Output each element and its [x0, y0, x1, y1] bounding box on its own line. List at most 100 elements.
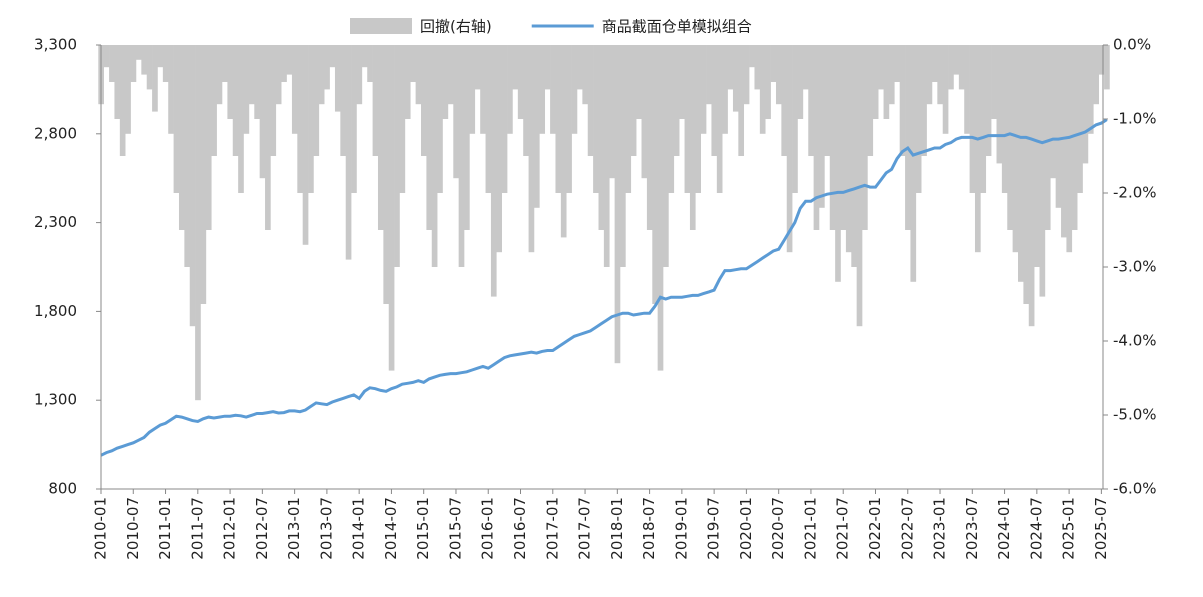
x-tick-label: 2023-01 — [931, 497, 949, 560]
drawdown-bar — [539, 45, 546, 134]
y2-tick-label: 0.0% — [1113, 36, 1151, 54]
drawdown-bar — [706, 45, 712, 105]
drawdown-bar — [819, 45, 825, 208]
x-tick-label: 2010-01 — [92, 497, 110, 560]
drawdown-bar — [824, 45, 831, 156]
drawdown-bar — [173, 45, 180, 193]
drawdown-bar — [383, 45, 390, 304]
drawdown-bar — [781, 45, 788, 156]
drawdown-bar — [985, 45, 992, 156]
drawdown-bar — [308, 45, 314, 193]
x-tick-label: 2024-07 — [1027, 497, 1045, 560]
x-tick-label: 2010-07 — [124, 497, 142, 560]
drawdown-bar — [474, 45, 481, 90]
drawdown-bar — [770, 45, 777, 82]
drawdown-bar — [302, 45, 309, 245]
drawdown-bar — [738, 45, 745, 156]
drawdown-bar — [684, 45, 691, 193]
drawdown-bar — [792, 45, 798, 193]
drawdown-bar — [754, 45, 761, 90]
drawdown-bar — [894, 45, 900, 82]
drawdown-bar — [835, 45, 841, 282]
drawdown-bar — [544, 45, 551, 90]
drawdown-bar — [334, 45, 341, 112]
drawdown-bar — [636, 45, 642, 119]
drawdown-bar — [641, 45, 648, 179]
drawdown-bar — [905, 45, 911, 230]
y2-tick-label: -4.0% — [1113, 332, 1157, 350]
y2-tick-label: -1.0% — [1113, 110, 1157, 128]
drawdown-bar — [351, 45, 357, 193]
drawdown-bar — [958, 45, 965, 90]
drawdown-bar — [571, 45, 578, 134]
drawdown-bar — [910, 45, 917, 282]
drawdown-bar — [152, 45, 158, 112]
drawdown-bar — [157, 45, 164, 68]
y2-tick-label: -3.0% — [1113, 258, 1157, 276]
drawdown-bar — [749, 45, 755, 68]
y2-tick-label: -5.0% — [1113, 406, 1157, 424]
drawdown-bar — [663, 45, 669, 267]
drawdown-bar — [205, 45, 212, 230]
drawdown-bar — [851, 45, 857, 267]
drawdown-bar — [313, 45, 320, 156]
drawdown-bar — [899, 45, 906, 156]
drawdown-bar — [297, 45, 303, 193]
drawdown-bar — [1104, 45, 1110, 90]
drawdown-bar — [356, 45, 363, 105]
x-tick-label: 2022-01 — [866, 497, 884, 560]
drawdown-bar — [114, 45, 121, 119]
drawdown-bar — [367, 45, 373, 82]
drawdown-bar — [969, 45, 976, 193]
drawdown-bar — [162, 45, 169, 82]
drawdown-bar — [377, 45, 384, 230]
drawdown-bar — [259, 45, 266, 179]
x-tick-label: 2011-01 — [156, 497, 174, 560]
drawdown-bar — [415, 45, 422, 105]
drawdown-bar — [1071, 45, 1078, 230]
drawdown-bar — [700, 45, 707, 134]
drawdown-bar — [937, 45, 944, 105]
drawdown-bar — [1007, 45, 1013, 230]
x-tick-label: 2014-01 — [350, 497, 368, 560]
x-tick-label: 2025-01 — [1060, 497, 1078, 560]
drawdown-bar — [490, 45, 497, 297]
drawdown-bar — [1023, 45, 1030, 304]
drawdown-bar — [711, 45, 718, 156]
drawdown-bar — [974, 45, 981, 253]
drawdown-bar — [1034, 45, 1040, 267]
drawdown-bar — [1087, 45, 1094, 134]
y2-tick-label: -2.0% — [1113, 184, 1157, 202]
drawdown-bar — [178, 45, 185, 230]
drawdown-bar — [872, 45, 879, 119]
x-tick-label: 2025-07 — [1092, 497, 1110, 560]
drawdown-bar — [797, 45, 804, 119]
drawdown-bar — [480, 45, 486, 134]
x-tick-label: 2013-07 — [317, 497, 335, 560]
drawdown-bar — [802, 45, 809, 90]
x-tick-label: 2012-01 — [221, 497, 239, 560]
drawdown-bar — [501, 45, 508, 193]
drawdown-bar — [286, 45, 293, 75]
line-series — [100, 118, 1108, 457]
y-tick-label: 2,300 — [34, 213, 77, 231]
drawdown-bar — [329, 45, 336, 68]
drawdown-bar — [926, 45, 933, 105]
drawdown-bar — [598, 45, 605, 230]
drawdown-bar — [582, 45, 589, 105]
drawdown-bar — [318, 45, 325, 105]
drawdown-bar — [222, 45, 228, 82]
drawdown-bar — [1082, 45, 1089, 164]
drawdown-bar — [410, 45, 416, 82]
y-tick-label: 1,300 — [34, 391, 77, 409]
drawdown-bar — [878, 45, 884, 90]
drawdown-bar — [765, 45, 771, 119]
drawdown-bar — [1066, 45, 1073, 253]
drawdown-bar — [1098, 45, 1105, 75]
drawdown-bar — [743, 45, 750, 105]
drawdown-bar — [340, 45, 347, 156]
y2-tick-label: -6.0% — [1113, 480, 1157, 498]
drawdown-bar — [394, 45, 400, 267]
x-tick-label: 2022-07 — [898, 497, 916, 560]
drawdown-bar — [603, 45, 610, 267]
